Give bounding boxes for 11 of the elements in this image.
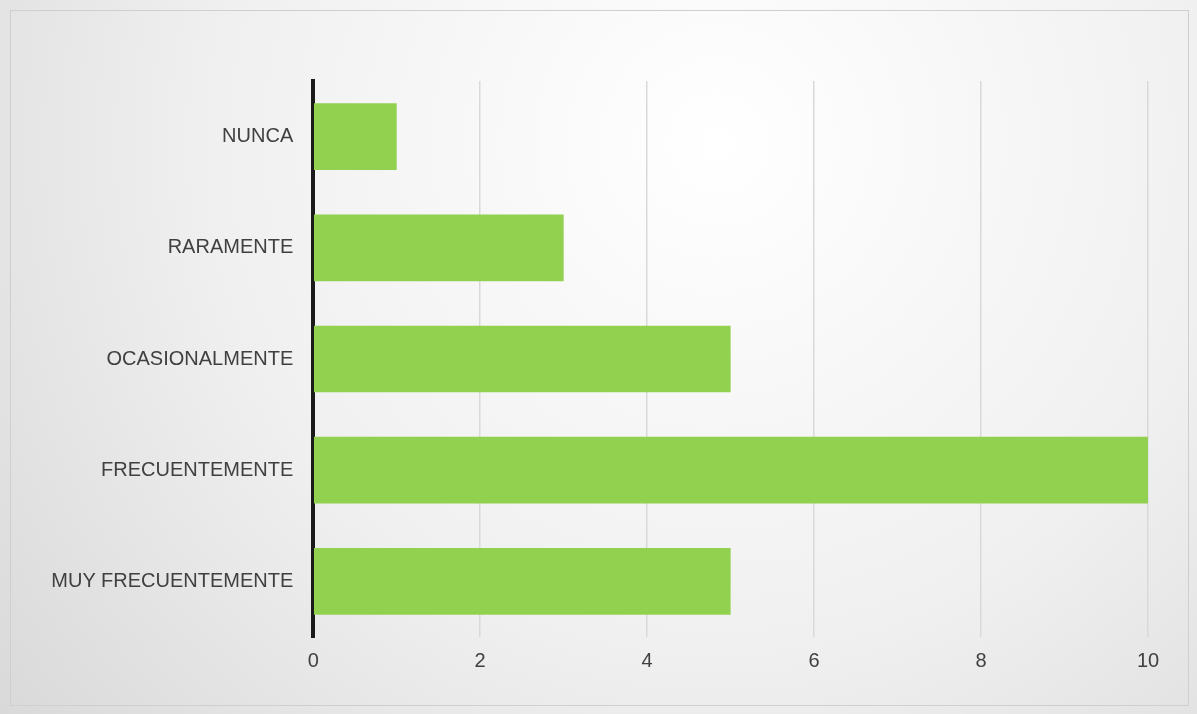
y-tick-label: OCASIONALMENTE: [106, 346, 294, 369]
y-tick-label: RARAMENTE: [167, 235, 294, 258]
y-tick-label: NUNCA: [222, 124, 294, 147]
x-tick-label: 10: [1136, 648, 1160, 671]
y-tick-label: FRECUENTEMENTE: [100, 457, 294, 480]
x-tick-label: 6: [808, 648, 820, 671]
x-tick-label: 8: [975, 648, 987, 671]
x-tick-label: 0: [307, 648, 319, 671]
x-tick-label: 2: [474, 648, 486, 671]
x-tick-label: 4: [641, 648, 653, 671]
y-tick-label: MUY FRECUENTEMENTE: [51, 568, 294, 591]
